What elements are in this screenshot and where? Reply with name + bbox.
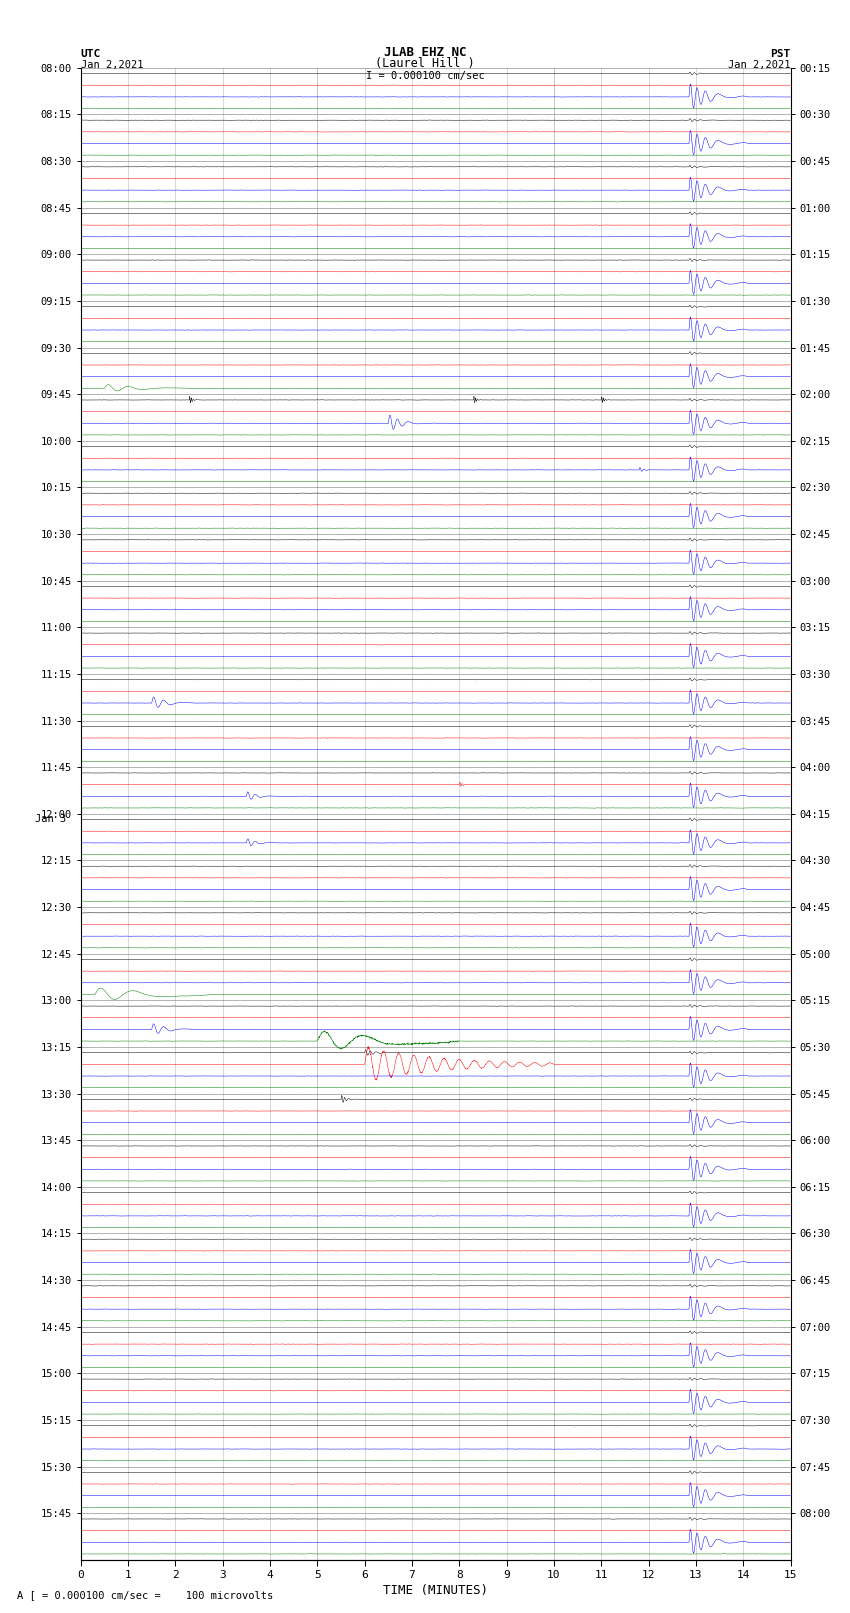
Text: JLAB EHZ NC: JLAB EHZ NC: [383, 45, 467, 58]
Text: PST: PST: [770, 48, 790, 58]
Text: A [ = 0.000100 cm/sec =    100 microvolts: A [ = 0.000100 cm/sec = 100 microvolts: [17, 1590, 273, 1600]
X-axis label: TIME (MINUTES): TIME (MINUTES): [383, 1584, 488, 1597]
Text: Jan 3: Jan 3: [36, 813, 66, 824]
Text: I = 0.000100 cm/sec: I = 0.000100 cm/sec: [366, 71, 484, 82]
Text: (Laurel Hill ): (Laurel Hill ): [375, 56, 475, 71]
Text: Jan 2,2021: Jan 2,2021: [81, 60, 144, 71]
Text: Jan 2,2021: Jan 2,2021: [728, 60, 791, 71]
Text: UTC: UTC: [81, 48, 101, 58]
